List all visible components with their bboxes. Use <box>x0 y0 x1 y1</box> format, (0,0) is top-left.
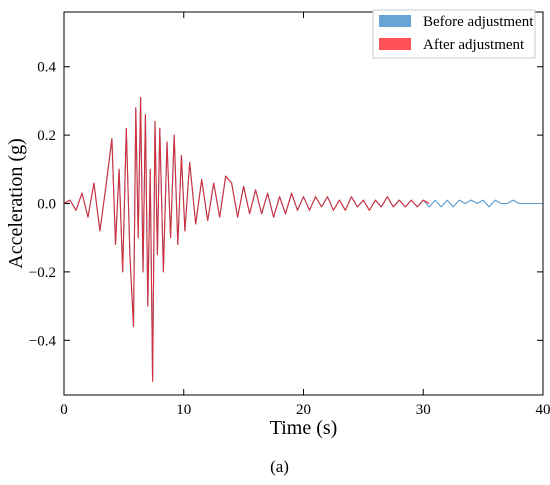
series-line-after-adjustment <box>63 96 430 382</box>
x-tick-label: 10 <box>176 402 191 418</box>
y-tick-label: 0.4 <box>37 60 56 76</box>
axis-ticks <box>63 12 544 395</box>
legend: Before adjustment After adjustment <box>372 9 536 59</box>
y-tick-label: 0.2 <box>37 128 56 144</box>
x-tick-label: 30 <box>416 402 431 418</box>
x-axis-label: Time (s) <box>270 417 338 439</box>
legend-swatch-after <box>379 38 411 50</box>
plot-frame <box>63 11 544 396</box>
legend-swatch-before <box>379 15 411 27</box>
x-tick-label: 0 <box>60 402 68 418</box>
y-tick-label: −0.2 <box>29 265 56 281</box>
y-tick-label: 0.0 <box>37 197 56 213</box>
y-axis-label: Acceleration (g) <box>5 138 27 268</box>
y-tick-label: −0.4 <box>29 333 57 349</box>
figure-caption: (a) <box>270 457 289 476</box>
legend-label-before: Before adjustment <box>423 14 534 30</box>
x-tick-label: 40 <box>536 402 550 418</box>
legend-label-after: After adjustment <box>423 37 525 53</box>
tick-labels: 0 10 20 30 40 −0.4 −0.2 0.0 0.2 0.4 <box>29 60 550 418</box>
series-layer <box>63 96 543 382</box>
x-tick-label: 20 <box>296 402 311 418</box>
